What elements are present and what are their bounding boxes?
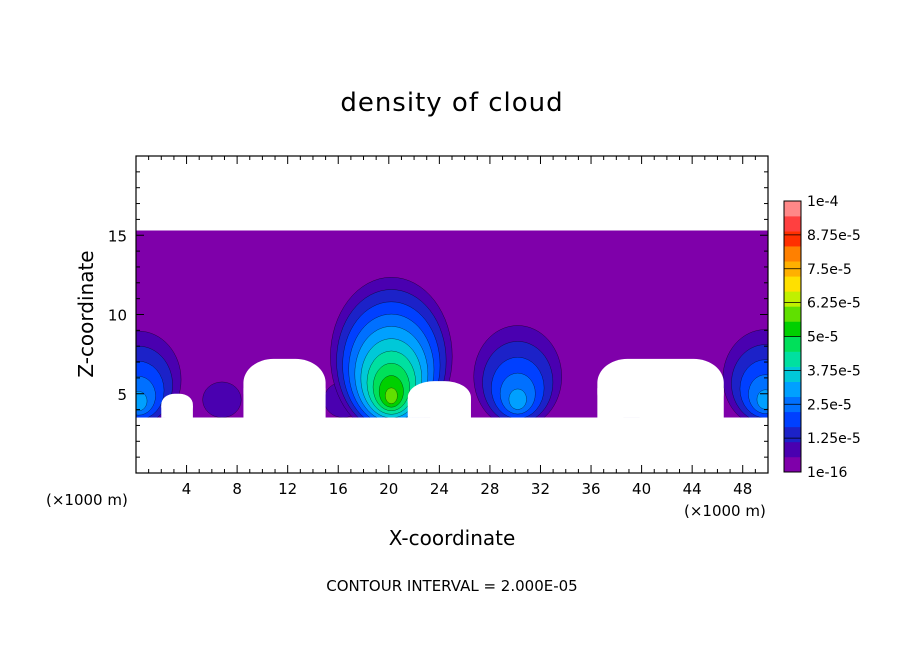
- clear-region-base: [243, 388, 326, 418]
- colorbar-label: 8.75e-5: [807, 228, 861, 244]
- clear-region-base: [597, 388, 724, 418]
- x-tick-label: 32: [531, 480, 550, 498]
- colorbar: 1e-16 1.25e-5 2.5e-5 3.75e-5 5e-5 6.25e-5 7.5e…: [783, 194, 861, 481]
- colorbar-swatch: [784, 411, 801, 428]
- colorbar-swatch: [784, 441, 801, 458]
- cloud-cell: [722, 329, 768, 427]
- colorbar-swatch: [784, 426, 801, 443]
- contour-band: [508, 388, 527, 410]
- x-tick-label: 28: [480, 480, 499, 498]
- colorbar-swatch: [784, 351, 801, 367]
- clear-region: [136, 417, 768, 473]
- contour-field: [136, 156, 768, 473]
- y-tick-label: 10: [108, 307, 127, 325]
- colorbar-swatch: [784, 366, 801, 382]
- y-tick-label: 5: [117, 386, 127, 404]
- x-unit-right: (×1000 m): [684, 502, 766, 520]
- x-tick-label: 44: [683, 480, 702, 498]
- colorbar-label: 5e-5: [807, 330, 838, 346]
- x-tick-label: 48: [733, 480, 752, 498]
- contour-band: [756, 389, 768, 410]
- clear-region-base: [161, 405, 193, 418]
- field-clip: [136, 156, 768, 473]
- colorbar-label: 7.5e-5: [807, 262, 852, 278]
- clear-region-base: [407, 399, 471, 418]
- x-unit-left: (×1000 m): [46, 491, 128, 509]
- contour-band: [136, 391, 148, 412]
- colorbar-swatch: [784, 321, 801, 337]
- clear-region: [136, 156, 768, 231]
- contour-band: [202, 381, 242, 418]
- colorbar-swatch: [784, 216, 801, 232]
- chart-title: density of cloud: [340, 88, 564, 118]
- y-tick-label: 15: [108, 227, 127, 245]
- colorbar-swatch: [784, 291, 801, 307]
- colorbar-swatch: [784, 456, 801, 473]
- colorbar-label: 3.75e-5: [807, 363, 861, 379]
- x-tick-label: 40: [632, 480, 651, 498]
- x-axis-label: X-coordinate: [388, 526, 516, 550]
- x-tick-label: 36: [581, 480, 600, 498]
- contour-band: [384, 387, 398, 404]
- cloud-cell: [473, 325, 562, 429]
- x-tick-label: 16: [329, 480, 348, 498]
- colorbar-label: 6.25e-5: [807, 296, 861, 312]
- x-tick-label: 8: [232, 480, 242, 498]
- x-tick-label: 20: [379, 480, 398, 498]
- colorbar-swatch: [784, 306, 801, 322]
- contour-interval-note: CONTOUR INTERVAL = 2.000E-05: [326, 577, 578, 595]
- x-tick-label: 24: [430, 480, 449, 498]
- colorbar-swatch: [784, 336, 801, 352]
- colorbar-label: 1.25e-5: [807, 431, 861, 447]
- colorbar-label: 1e-16: [807, 465, 847, 481]
- colorbar-label: 1e-4: [807, 194, 839, 210]
- x-tick-label: 4: [182, 480, 192, 498]
- colorbar-label: 2.5e-5: [807, 397, 852, 413]
- x-tick-label: 12: [278, 480, 297, 498]
- colorbar-swatch: [784, 276, 801, 292]
- colorbar-swatch: [784, 231, 801, 247]
- colorbar-swatch: [784, 246, 801, 262]
- cloud-cell: [202, 381, 242, 418]
- colorbar-swatch: [784, 381, 801, 398]
- colorbar-swatch: [784, 201, 801, 217]
